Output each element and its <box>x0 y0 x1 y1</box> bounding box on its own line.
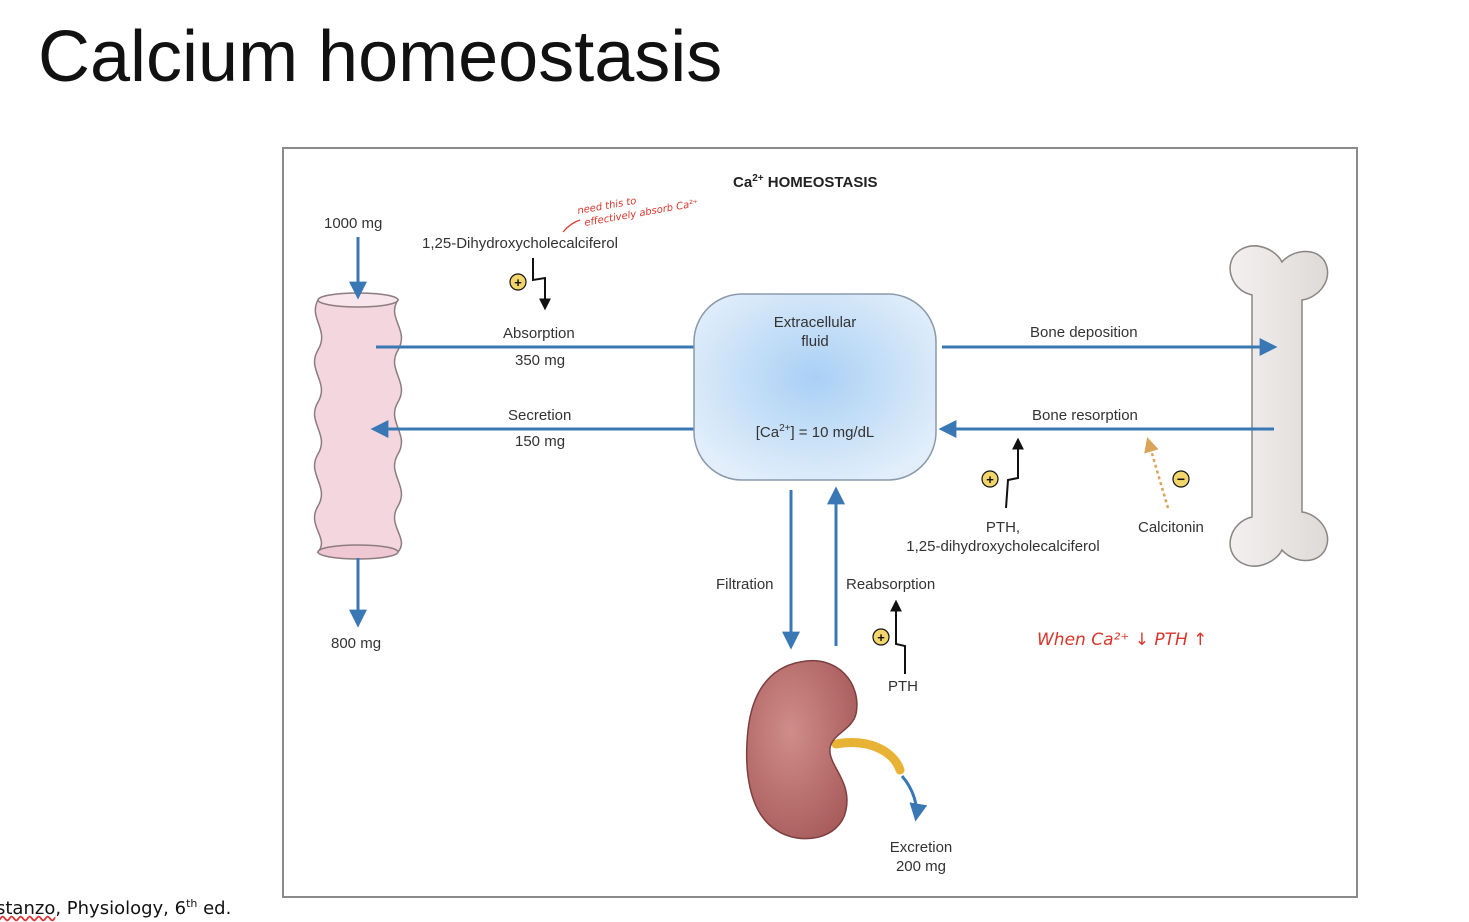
pth-vitd-label-line2: 1,25-dihydroxycholecalciferol <box>906 538 1099 555</box>
vitamin-d-label: 1,25-Dihydroxycholecalciferol <box>422 235 618 252</box>
ureter <box>831 738 905 775</box>
secretion-label: Secretion <box>508 407 571 424</box>
svg-text:+: + <box>986 472 994 487</box>
intestine <box>313 292 403 560</box>
svg-text:−: − <box>1177 471 1185 487</box>
handwritten-underline <box>562 219 581 233</box>
bone-deposition-label: Bone deposition <box>1030 324 1138 341</box>
excretion-amount: 200 mg <box>896 858 946 875</box>
plus-icon: + <box>872 628 890 646</box>
svg-text:+: + <box>514 275 522 290</box>
ecf-calcium-concentration: [Ca2+] = 10 mg/dL <box>756 423 875 441</box>
ecf-label-line1: Extracellular <box>774 314 857 331</box>
plus-icon: + <box>981 470 999 488</box>
pth-vitd-label-line1: PTH, <box>986 519 1020 536</box>
pth-stimulation-arrow <box>1005 437 1024 509</box>
bone-resorption-label: Bone resorption <box>1032 407 1138 424</box>
plus-icon: + <box>509 273 527 291</box>
absorption-amount: 350 mg <box>515 352 565 369</box>
calcitonin-label: Calcitonin <box>1138 519 1204 536</box>
vitamin-d-stimulation-arrow <box>532 258 551 311</box>
bone <box>1229 245 1329 567</box>
handwritten-note-right: When Ca²⁺ ↓ PTH ↑ <box>1037 630 1207 650</box>
ecf-label-line2: fluid <box>801 333 829 350</box>
pth-label: PTH <box>888 678 918 695</box>
absorption-label: Absorption <box>503 325 575 342</box>
kidney <box>745 659 858 840</box>
pth-reabsorption-arrow <box>890 599 906 674</box>
citation: stanzo, Physiology, 6th ed. <box>0 897 232 919</box>
reabsorption-label: Reabsorption <box>846 576 935 593</box>
intake-label: 1000 mg <box>324 215 382 232</box>
minus-icon: − <box>1172 470 1190 488</box>
filtration-label: Filtration <box>716 576 774 593</box>
figure-title: Ca2+ HOMEOSTASIS <box>733 173 878 191</box>
calcitonin-inhibition-arrow <box>1144 437 1170 509</box>
extracellular-fluid-box <box>693 293 937 481</box>
output-label: 800 mg <box>331 635 381 652</box>
excretion-label: Excretion <box>890 839 953 856</box>
excretion-arrow <box>900 775 928 822</box>
secretion-amount: 150 mg <box>515 433 565 450</box>
svg-text:+: + <box>877 630 885 645</box>
slide-title: Calcium homeostasis <box>38 17 723 97</box>
